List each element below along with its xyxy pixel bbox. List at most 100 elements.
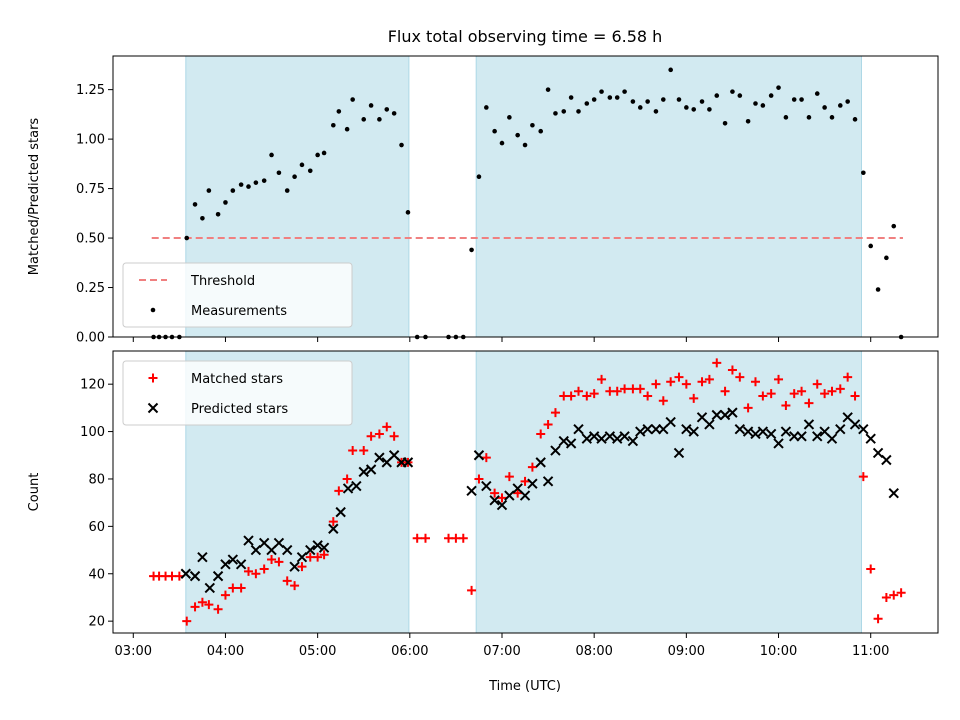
data-point [350,97,355,102]
data-point [635,426,646,437]
data-point [342,474,352,484]
data-point [538,128,544,134]
data-point [582,391,592,401]
data-point [581,433,593,444]
data-point [545,87,551,92]
y-tick-label: 0.75 [76,182,105,197]
data-point [276,170,282,176]
x-tick-label: 06:00 [391,644,428,659]
data-point [735,372,745,382]
data-point [766,389,776,399]
data-point [727,365,737,375]
data-point [797,386,807,396]
data-point [420,533,430,543]
data-point [707,107,712,112]
data-point [476,174,482,180]
data-point [489,495,500,506]
data-point [313,552,323,562]
legend: Matched stars Predicted stars [122,360,353,426]
y-tick-label: 1.00 [76,133,105,148]
data-point [458,533,468,543]
data-point [550,445,561,456]
data-point [273,537,285,549]
series-predicted-stars [180,407,899,594]
data-point [250,544,262,556]
shaded-interval [475,55,862,338]
data-point [246,184,251,189]
data-point [220,559,231,570]
data-point [384,107,390,112]
data-point [791,97,797,102]
data-point [589,389,599,399]
data-point [884,255,889,261]
legend-marker [148,373,158,383]
data-point [576,109,581,114]
data-point [712,358,722,368]
data-point [806,115,812,120]
data-point [699,99,705,104]
data-point [765,428,777,440]
data-point [574,386,584,396]
data-point [297,562,307,572]
data-point [190,602,200,612]
legend-label: Matched stars [191,372,283,387]
data-point [597,374,607,384]
data-point [365,464,377,475]
data-point [230,188,236,193]
bottom-panel: 20 40 60 80 100 120 03:00 04:00 05:00 06:00 07:00 0… [27,350,939,659]
data-point [236,583,246,593]
data-point [889,590,899,600]
data-point [673,447,685,459]
data-point [681,423,692,435]
data-point [504,472,514,482]
data-point [827,386,837,396]
data-point [868,243,874,249]
data-point [290,581,300,591]
y-tick-label: 80 [88,472,105,487]
data-point [742,426,754,437]
data-point [399,142,404,148]
data-point [888,487,899,499]
data-point [789,389,799,399]
data-point [307,168,313,174]
data-point [358,466,369,478]
data-point [768,93,774,98]
legend-box [122,360,353,426]
y-tick-label: 120 [80,378,105,393]
data-point [366,431,376,441]
data-point [730,89,735,94]
chart-title: Flux total observing time = 6.58 h [388,27,663,46]
data-point [412,533,422,543]
data-point [251,569,261,579]
axes-frame [112,350,939,634]
data-point [315,152,320,158]
data-point [849,419,861,430]
x-tick-label: 04:00 [207,644,244,659]
data-point [873,614,883,624]
data-point [558,435,569,447]
data-point [643,391,653,401]
data-point [568,95,574,100]
data-point [530,122,535,128]
data-point [344,126,350,132]
data-point [684,105,689,110]
data-point [389,431,399,441]
data-point [596,433,607,444]
data-point [803,419,815,430]
data-point [243,535,254,546]
data-point [206,188,212,193]
data-point [197,551,208,563]
data-point [180,568,192,579]
top-panel: 0.00 0.25 0.50 0.75 1.00 1.25 Matched/Predicte… [27,55,939,346]
data-point [328,517,338,527]
data-point [391,111,397,116]
data-point [259,564,269,574]
data-point [212,570,224,582]
data-point [204,600,214,610]
data-point [774,374,784,384]
x-tick-label: 07:00 [483,644,520,659]
data-point [513,488,523,498]
data-point [284,188,290,193]
data-point [704,419,715,430]
data-point [622,89,627,94]
